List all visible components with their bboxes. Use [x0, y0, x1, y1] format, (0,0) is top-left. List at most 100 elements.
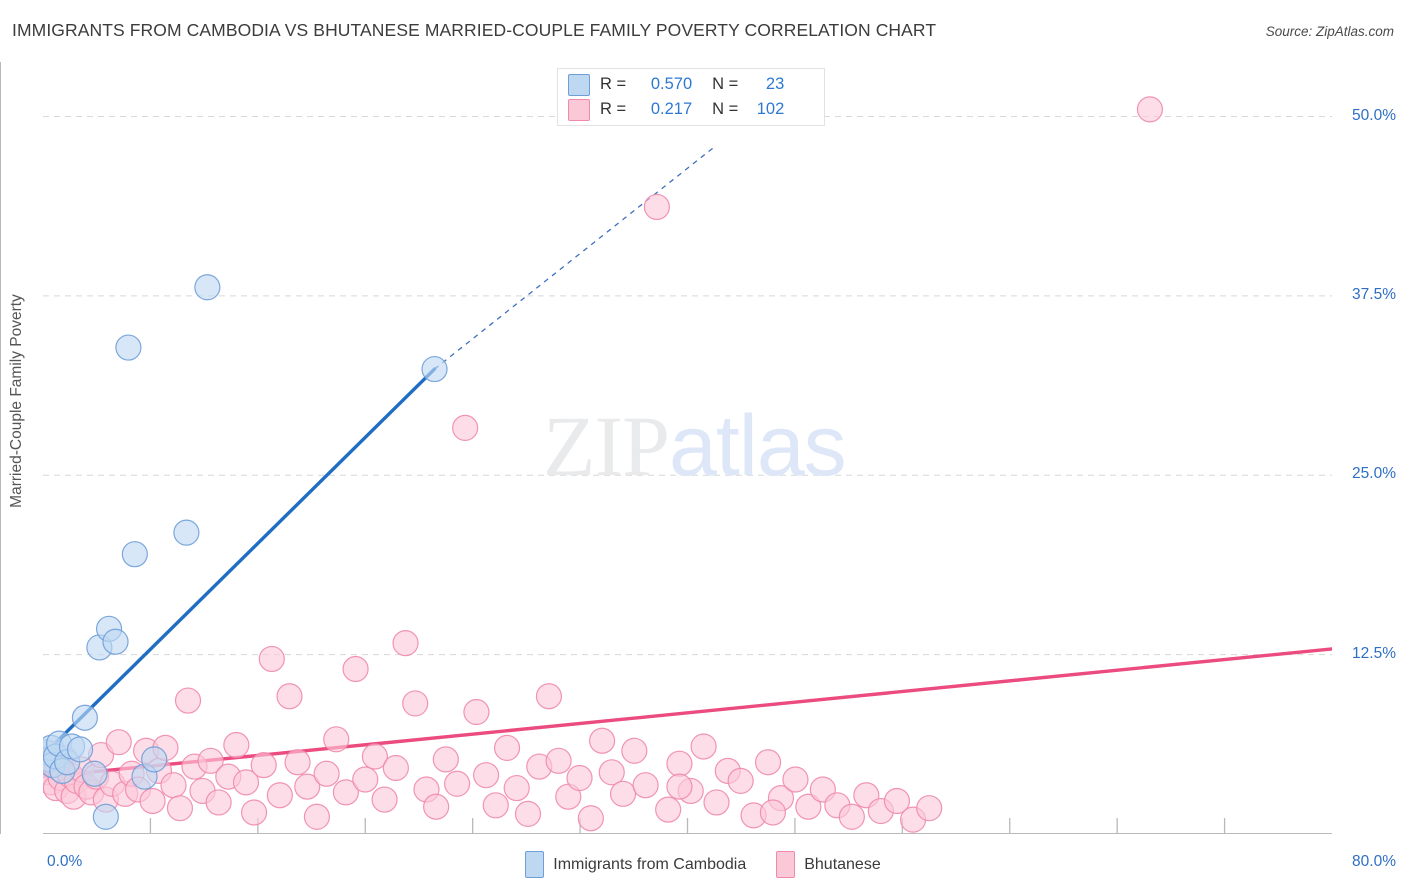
- stat-row-bhutanese: R = 0.217 N = 102: [568, 97, 814, 122]
- points-Bhutanese: [43, 96, 1164, 833]
- data-point: [303, 803, 331, 830]
- data-point: [632, 772, 659, 799]
- y-tick-label-3: 50.0%: [1352, 106, 1396, 124]
- data-point: [782, 766, 809, 793]
- data-point: [432, 746, 459, 773]
- data-point: [323, 726, 350, 753]
- data-point: [71, 704, 98, 731]
- data-point: [173, 519, 200, 546]
- stat-swatch-bhutanese: [568, 98, 590, 121]
- x-tick-label-max: 80.0%: [1352, 853, 1396, 870]
- data-point: [276, 683, 303, 710]
- data-point: [545, 747, 572, 774]
- data-point: [643, 193, 670, 221]
- data-point: [463, 698, 490, 726]
- data-point: [66, 736, 94, 763]
- data-point: [258, 645, 285, 673]
- data-point: [838, 803, 865, 830]
- data-point: [402, 690, 429, 717]
- data-point: [223, 731, 250, 759]
- data-point: [332, 779, 360, 806]
- data-point: [609, 780, 637, 807]
- data-point: [160, 772, 187, 799]
- stat-n-value-cambodia: 23: [765, 75, 785, 93]
- plot-area: [43, 62, 1332, 834]
- data-point: [392, 630, 419, 657]
- legend-item-cambodia[interactable]: Immigrants from Cambodia: [525, 851, 746, 878]
- data-point: [205, 789, 232, 816]
- y-tick-label-1: 25.0%: [1352, 465, 1396, 483]
- source-attribution: Source: ZipAtlas.com: [1265, 24, 1394, 39]
- data-point: [342, 655, 369, 683]
- data-point: [759, 799, 786, 826]
- data-point: [621, 737, 648, 764]
- legend-swatch-cambodia: [525, 851, 545, 878]
- data-point: [352, 766, 379, 793]
- page-title: IMMIGRANTS FROM CAMBODIA VS BHUTANESE MA…: [12, 20, 937, 40]
- data-point: [566, 764, 593, 792]
- stat-r-value-cambodia: 0.570: [650, 75, 693, 93]
- data-point: [174, 687, 202, 714]
- data-point: [452, 414, 479, 442]
- data-point: [115, 334, 142, 361]
- data-point: [795, 793, 822, 820]
- data-point: [916, 795, 943, 822]
- data-point: [232, 769, 260, 796]
- data-point: [883, 787, 911, 815]
- stat-n-label-cambodia: N =: [712, 75, 739, 93]
- y-axis-line: [0, 62, 2, 834]
- data-point: [197, 747, 224, 774]
- data-point: [141, 746, 168, 773]
- data-point: [1136, 96, 1164, 123]
- data-point: [92, 803, 119, 830]
- data-point: [727, 767, 754, 795]
- data-point: [382, 754, 409, 782]
- data-point: [423, 793, 450, 820]
- y-tick-label-0: 12.5%: [1352, 644, 1396, 662]
- legend-label-cambodia: Immigrants from Cambodia: [553, 855, 747, 873]
- x-tick-label-min: 0.0%: [47, 853, 83, 870]
- data-point: [655, 796, 682, 823]
- data-point: [443, 770, 471, 797]
- data-point: [166, 795, 194, 822]
- data-point: [284, 749, 311, 776]
- stat-r-label-cambodia: R =: [600, 75, 627, 93]
- data-point: [666, 773, 693, 800]
- data-point: [503, 774, 530, 802]
- data-point: [690, 733, 717, 760]
- data-point: [703, 789, 730, 816]
- data-point: [102, 628, 129, 655]
- data-point: [313, 760, 340, 787]
- legend-swatch-bhutanese: [776, 851, 796, 878]
- data-point: [371, 786, 398, 813]
- stat-swatch-cambodia: [568, 73, 590, 96]
- legend-label-bhutanese: Bhutanese: [804, 855, 881, 873]
- data-point: [266, 782, 293, 809]
- data-point: [598, 759, 625, 786]
- data-point: [535, 683, 563, 710]
- stat-n-value-bhutanese: 102: [756, 100, 785, 118]
- trendline-Immigrants from Cambodia: [43, 367, 437, 756]
- x-tick-marks: [149, 818, 1226, 834]
- stat-r-value-bhutanese: 0.217: [650, 100, 693, 118]
- data-point: [105, 729, 132, 756]
- data-point: [361, 743, 389, 770]
- data-point: [81, 760, 108, 787]
- series-legend: Immigrants from Cambodia Bhutanese: [0, 851, 1406, 878]
- y-tick-label-2: 37.5%: [1352, 285, 1396, 303]
- data-point: [240, 799, 268, 826]
- data-point: [754, 749, 782, 776]
- data-point: [666, 750, 693, 777]
- legend-item-bhutanese[interactable]: Bhutanese: [776, 851, 881, 878]
- data-point: [121, 541, 148, 568]
- gridlines: [43, 116, 1332, 656]
- trendline-extension-Immigrants from Cambodia: [434, 144, 717, 370]
- data-point: [421, 355, 448, 383]
- data-point: [194, 274, 221, 301]
- points-Immigrants from Cambodia: [43, 274, 448, 830]
- stat-n-label-bhutanese: N =: [712, 100, 739, 118]
- correlation-stats-box: R = 0.570 N = 23 R = 0.217 N = 102: [557, 68, 825, 126]
- data-point: [139, 787, 166, 815]
- stat-row-cambodia: R = 0.570 N = 23: [568, 72, 814, 97]
